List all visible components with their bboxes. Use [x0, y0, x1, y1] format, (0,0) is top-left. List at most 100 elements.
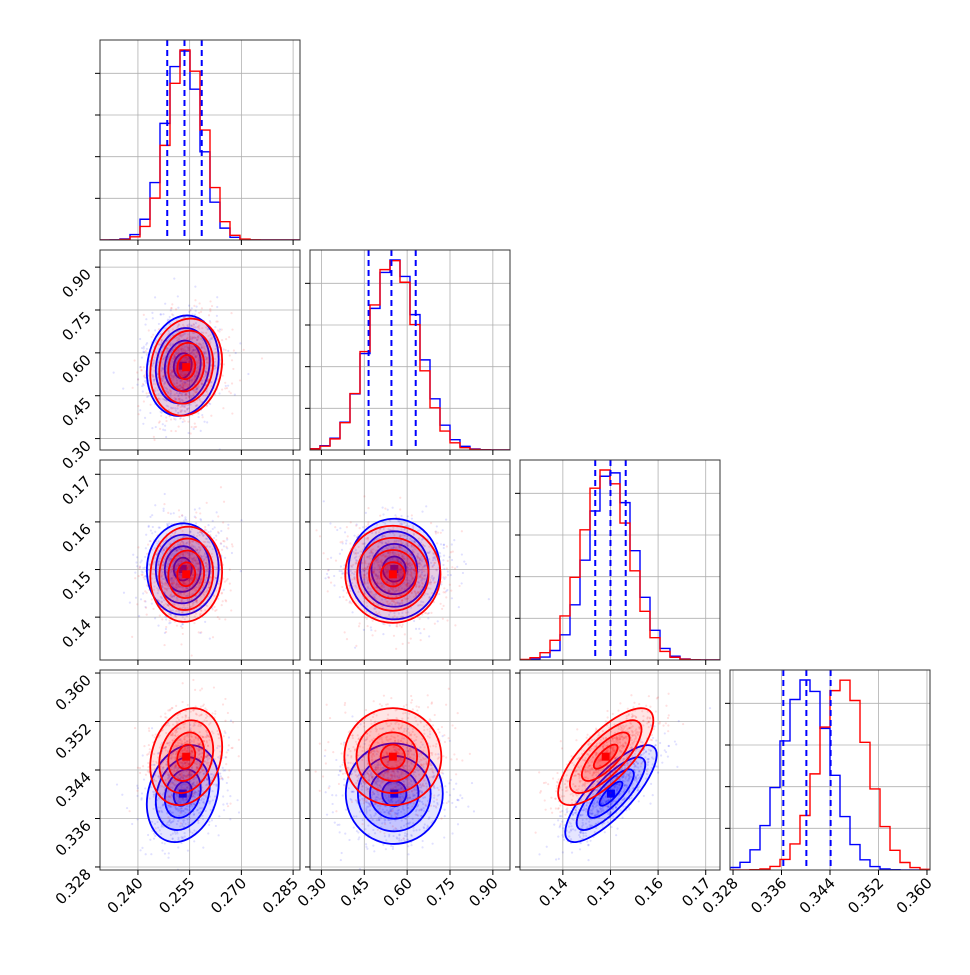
scatter-point — [447, 574, 449, 576]
scatter-point — [146, 354, 148, 356]
scatter-point — [435, 532, 437, 534]
scatter-point — [306, 541, 308, 543]
scatter-point — [441, 608, 443, 610]
scatter-point — [214, 526, 216, 528]
scatter-point — [181, 627, 183, 629]
scatter-point — [206, 502, 208, 504]
scatter-point — [173, 278, 175, 280]
scatter-point — [224, 618, 226, 620]
scatter-point — [344, 631, 346, 633]
scatter-point — [402, 624, 404, 626]
scatter-point — [182, 418, 184, 420]
scatter-point — [440, 532, 442, 534]
scatter-point — [144, 374, 146, 376]
scatter-point — [231, 382, 233, 384]
scatter-point — [146, 396, 148, 398]
scatter-point — [169, 316, 171, 318]
scatter-point — [173, 418, 175, 420]
scatter-point — [170, 309, 172, 311]
panel-1-1 — [305, 250, 510, 455]
scatter-point — [180, 625, 182, 627]
scatter-point — [442, 559, 444, 561]
scatter-point — [168, 622, 170, 624]
scatter-point — [223, 348, 225, 350]
scatter-point — [341, 570, 343, 572]
scatter-point — [163, 503, 165, 505]
scatter-point — [138, 615, 140, 617]
scatter-point — [159, 428, 161, 430]
scatter-point — [207, 531, 209, 533]
scatter-point — [243, 349, 245, 351]
scatter-point — [324, 577, 326, 579]
scatter-point — [181, 514, 183, 516]
scatter-point — [198, 631, 200, 633]
scatter-point — [187, 421, 189, 423]
scatter-point — [443, 591, 445, 593]
scatter-point — [462, 572, 464, 574]
scatter-point — [336, 529, 338, 531]
scatter-point — [177, 846, 179, 848]
scatter-point — [158, 328, 160, 330]
y-tick-label-1-4: 0.90 — [58, 265, 94, 301]
scatter-point — [199, 518, 201, 520]
scatter-point — [333, 584, 335, 586]
scatter-point — [143, 314, 145, 316]
scatter-point — [315, 529, 317, 531]
scatter-point — [342, 572, 344, 574]
scatter-point — [231, 328, 233, 330]
scatter-point — [160, 415, 162, 417]
scatter-point — [401, 626, 403, 628]
scatter-point — [207, 524, 209, 526]
scatter-point — [175, 308, 177, 310]
panels: 0.300.450.600.750.900.140.150.160.170.24… — [52, 40, 936, 917]
scatter-point — [138, 567, 140, 569]
scatter-point — [132, 387, 134, 389]
scatter-point — [136, 384, 138, 386]
scatter-point — [161, 842, 163, 844]
scatter-point — [220, 486, 222, 488]
scatter-point — [209, 403, 211, 405]
scatter-point — [227, 789, 229, 791]
scatter-point — [345, 599, 347, 601]
scatter-point — [354, 647, 356, 649]
scatter-point — [141, 356, 143, 358]
scatter-point — [212, 528, 214, 530]
scatter-point — [229, 569, 231, 571]
scatter-point — [398, 517, 400, 519]
scatter-point — [421, 511, 423, 513]
scatter-point — [144, 600, 146, 602]
y-tick-label-2-0: 0.14 — [58, 615, 94, 651]
scatter-point — [227, 527, 229, 529]
y-tick-label-2-3: 0.17 — [58, 472, 94, 508]
scatter-point — [210, 530, 212, 532]
scatter-point — [145, 370, 147, 372]
scatter-point — [430, 612, 432, 614]
scatter-point — [213, 606, 215, 608]
scatter-point — [164, 853, 166, 855]
scatter-point — [154, 504, 156, 506]
scatter-point — [206, 421, 208, 423]
scatter-point — [165, 628, 167, 630]
scatter-point — [182, 421, 184, 423]
scatter-point — [153, 436, 155, 438]
scatter-point — [148, 526, 150, 528]
scatter-point — [199, 302, 201, 304]
scatter-point — [191, 426, 193, 428]
scatter-point — [136, 371, 138, 373]
y-tick-label-1-2: 0.60 — [58, 351, 94, 387]
scatter-point — [446, 589, 448, 591]
scatter-point — [400, 515, 402, 517]
scatter-point — [199, 512, 201, 514]
scatter-point — [180, 643, 182, 645]
scatter-point — [353, 535, 355, 537]
scatter-point — [173, 523, 175, 525]
scatter-point — [171, 313, 173, 315]
scatter-point — [162, 429, 164, 431]
scatter-point — [144, 323, 146, 325]
scatter-point — [232, 545, 234, 547]
scatter-point — [223, 363, 225, 365]
scatter-point — [152, 608, 154, 610]
scatter-point — [437, 532, 439, 534]
scatter-point — [165, 631, 167, 633]
